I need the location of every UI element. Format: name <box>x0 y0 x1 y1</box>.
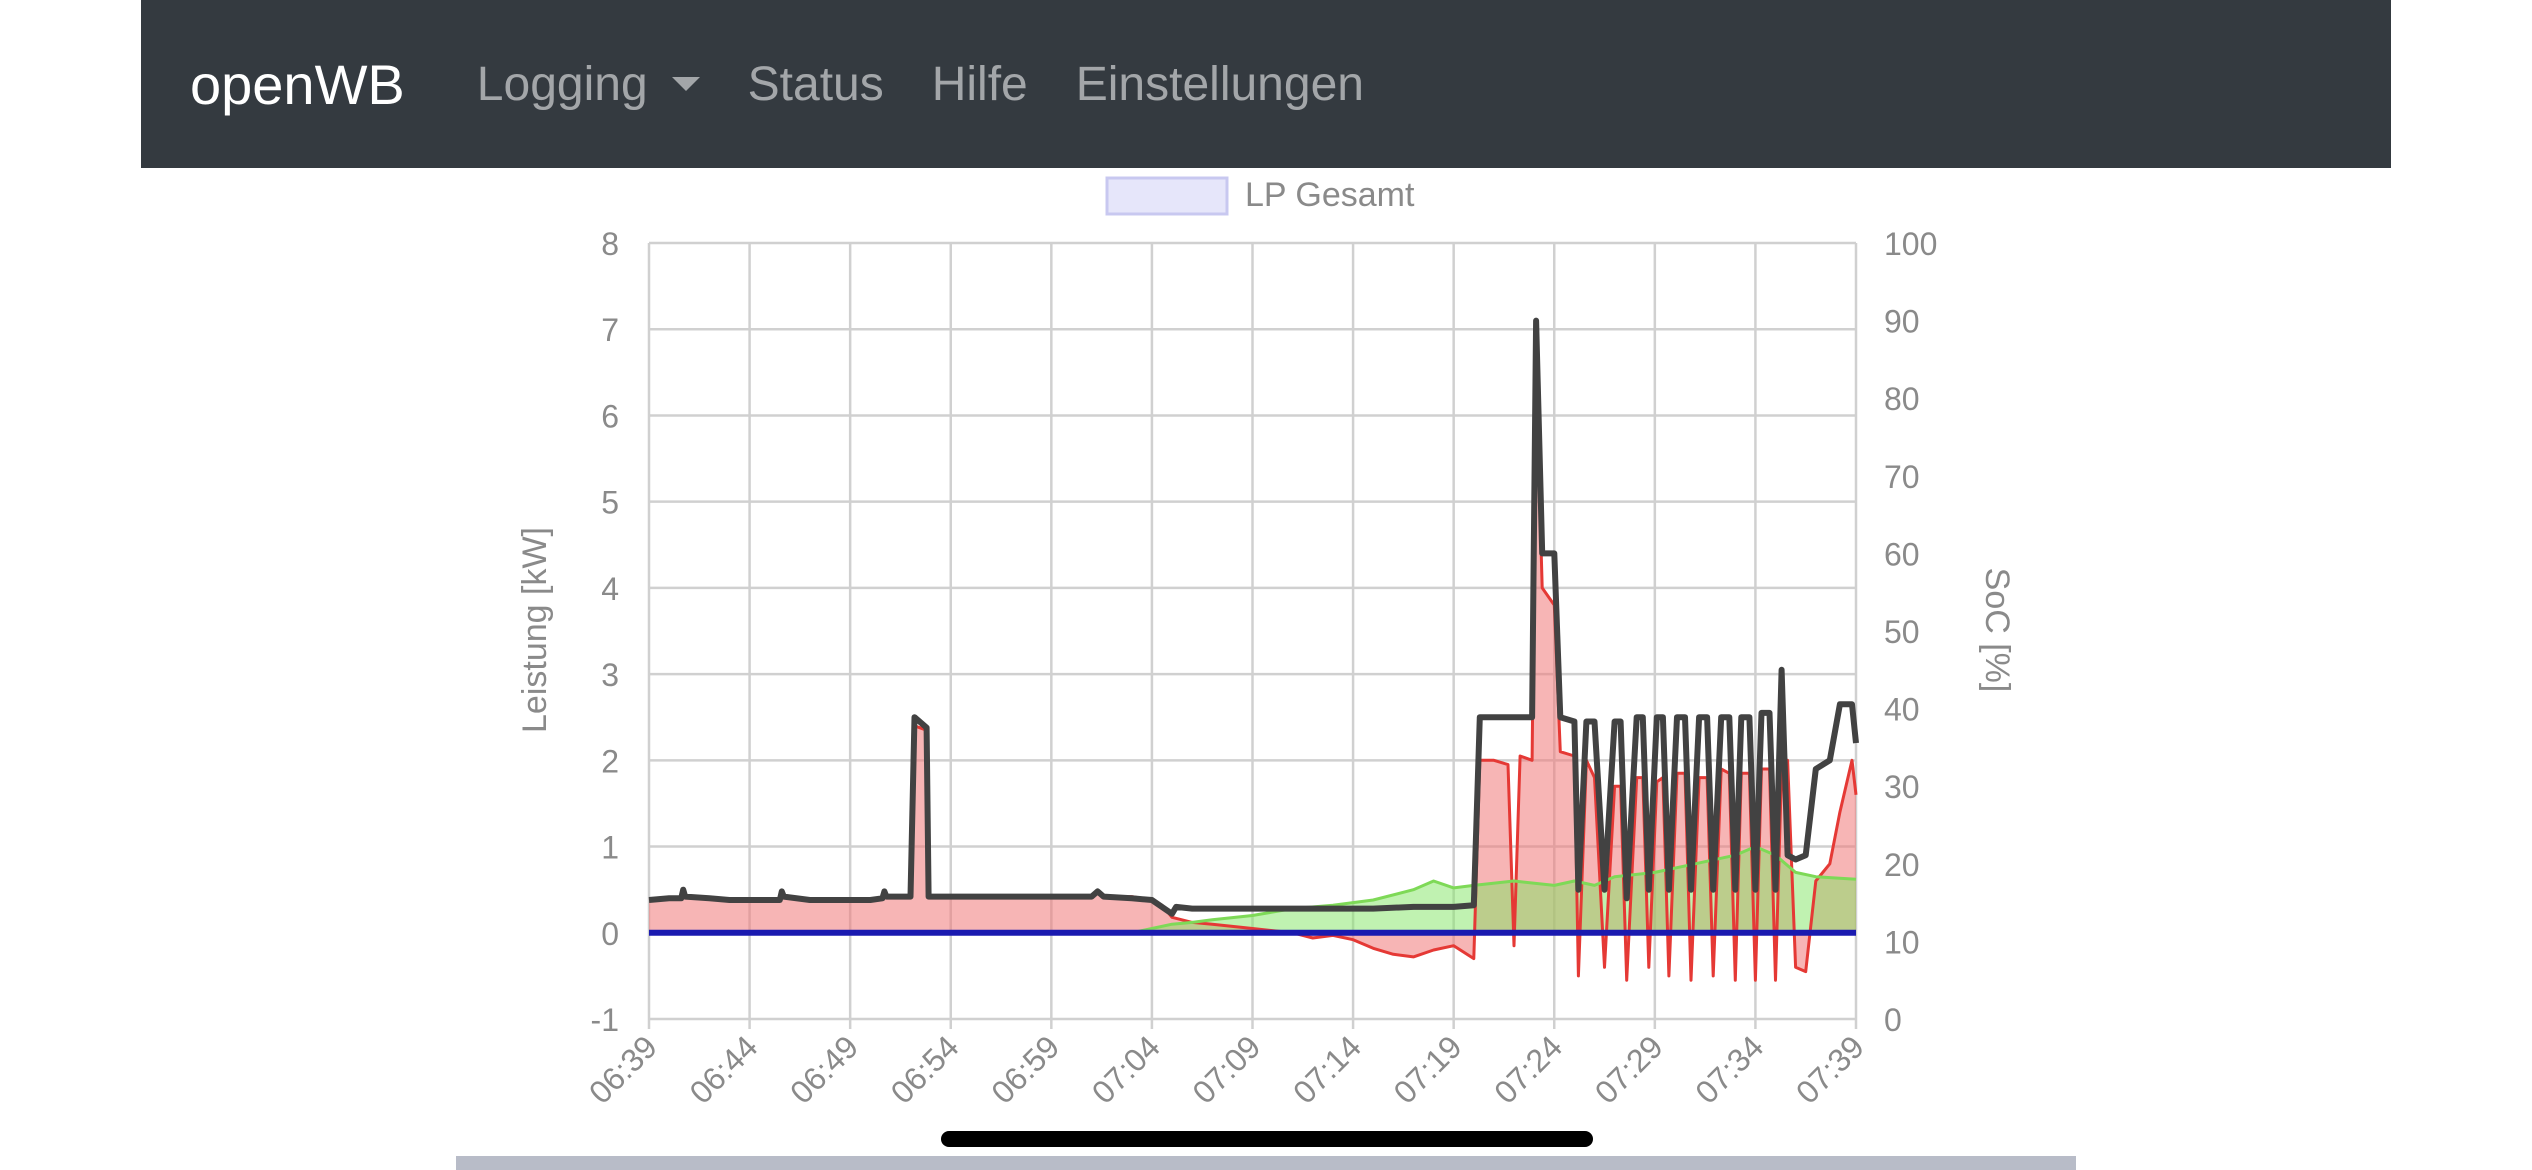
nav-item-status[interactable]: Status <box>748 57 884 112</box>
brand-logo-text[interactable]: openWB <box>190 52 405 116</box>
chevron-down-icon <box>671 77 700 91</box>
y-axis-left-title: Leistung [kW] <box>516 527 554 733</box>
y2-tick-label: 40 <box>1884 692 1920 728</box>
x-tick-label: 07:34 <box>1688 1028 1770 1110</box>
y-tick-label: 4 <box>601 571 619 607</box>
nav-item-logging[interactable]: Logging <box>477 57 700 112</box>
y-axis-right-title: SoC [%] <box>1978 568 2016 693</box>
y-tick-label: 7 <box>601 312 619 348</box>
y2-tick-label: 0 <box>1884 1002 1902 1038</box>
x-tick-label: 06:49 <box>783 1028 865 1110</box>
legend-label: LP Gesamt <box>1245 176 1415 214</box>
nav-item-hilfe[interactable]: Hilfe <box>932 57 1028 112</box>
y2-tick-label: 70 <box>1884 459 1920 495</box>
nav-links: Logging Status Hilfe Einstellungen <box>477 57 1412 112</box>
y-tick-label: 1 <box>601 830 619 866</box>
y-tick-label: 0 <box>601 916 619 952</box>
nav-item-logging-label: Logging <box>476 57 648 111</box>
y-tick-label: 6 <box>601 398 619 434</box>
x-tick-label: 07:39 <box>1789 1028 1871 1110</box>
y-tick-label: 8 <box>601 226 619 262</box>
y2-tick-label: 30 <box>1884 769 1920 805</box>
y-tick-label: -1 <box>591 1002 619 1038</box>
series-area-0 <box>649 372 1856 981</box>
nav-item-einstellungen[interactable]: Einstellungen <box>1076 57 1364 112</box>
x-tick-label: 07:04 <box>1085 1028 1167 1110</box>
x-tick-label: 06:44 <box>682 1028 764 1110</box>
x-tick-label: 07:09 <box>1185 1028 1267 1110</box>
x-tick-label: 07:24 <box>1487 1028 1569 1110</box>
y2-tick-label: 10 <box>1884 924 1920 960</box>
y-tick-label: 3 <box>601 657 619 693</box>
legend-swatch <box>1105 176 1229 216</box>
x-tick-label: 07:29 <box>1588 1028 1670 1110</box>
x-tick-label: 06:59 <box>984 1028 1066 1110</box>
nav-item-einstellungen-label: Einstellungen <box>1075 57 1364 111</box>
y2-tick-label: 20 <box>1884 847 1920 883</box>
y-tick-label: 2 <box>601 743 619 779</box>
y-tick-label: 5 <box>601 485 619 521</box>
chart-series-lines <box>648 317 1859 982</box>
x-tick-label: 07:14 <box>1286 1028 1368 1110</box>
x-tick-label: 07:19 <box>1387 1028 1469 1110</box>
y2-tick-label: 80 <box>1884 381 1920 417</box>
y2-tick-label: 60 <box>1884 536 1920 572</box>
home-indicator <box>941 1131 1593 1147</box>
nav-item-status-label: Status <box>747 57 884 111</box>
chart-legend[interactable]: LP Gesamt <box>1105 176 1415 216</box>
y2-tick-label: 50 <box>1884 614 1920 650</box>
bottom-scrollbar[interactable] <box>456 1156 2076 1170</box>
nav-item-hilfe-label: Hilfe <box>931 57 1028 111</box>
x-tick-label: 06:54 <box>884 1028 966 1110</box>
series-line-2 <box>648 317 1859 917</box>
x-tick-label: 06:39 <box>582 1028 664 1110</box>
y2-tick-label: 90 <box>1884 304 1920 340</box>
y2-tick-label: 100 <box>1884 226 1937 262</box>
top-navbar: openWB Logging Status Hilfe Einstellunge… <box>141 0 2391 168</box>
